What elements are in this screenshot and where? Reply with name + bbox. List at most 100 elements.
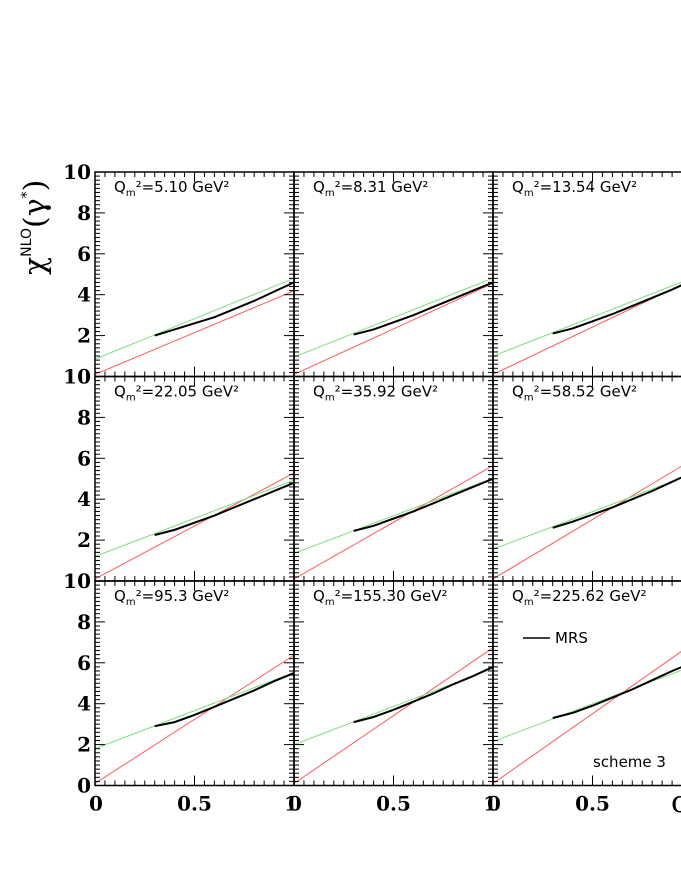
red-line xyxy=(294,282,493,375)
panel-frame xyxy=(94,375,295,582)
panel-title-q: Q xyxy=(512,178,524,196)
y-tick-label: 4 xyxy=(77,283,91,307)
mrs-line xyxy=(552,666,681,719)
panel-title: Qm²=58.52 GeV² xyxy=(512,383,637,404)
panel-3: Qm²=13.54 GeV² xyxy=(492,171,681,378)
panel-frame xyxy=(293,375,494,582)
panel-title-rest: ²=155.30 GeV² xyxy=(335,587,448,605)
y-tick-label: 10 xyxy=(63,365,91,389)
panel-plot-area xyxy=(95,472,294,580)
mrs-line xyxy=(353,281,493,336)
x-tick-label: 0.5 xyxy=(177,792,212,816)
panel-title-sub: m xyxy=(325,597,335,608)
panel-1: Qm²=5.10 GeV² 2 4 6 8 10 xyxy=(63,160,295,378)
y-tick-label: 8 xyxy=(77,405,91,429)
y-tick-label: 6 xyxy=(77,446,91,470)
ylabel-arg-sup: * xyxy=(19,191,35,198)
ylabel-chi: χ xyxy=(18,257,53,275)
panel-plot-area xyxy=(294,647,493,784)
y-tick-label: 10 xyxy=(63,160,91,184)
y-tick-label: 6 xyxy=(77,242,91,266)
panel-title-q: Q xyxy=(114,587,126,605)
scheme-annotation: scheme 3 xyxy=(593,753,666,771)
green-line xyxy=(95,479,294,557)
x-axis-label-fragment: c xyxy=(671,785,681,820)
panel-title-sub: m xyxy=(126,188,136,199)
y-tick-label: 8 xyxy=(77,610,91,634)
mrs-line xyxy=(353,665,493,724)
panel-title-q: Q xyxy=(313,383,325,401)
x-tick-label: 0 xyxy=(89,792,103,816)
panel-title-rest: ²=5.10 GeV² xyxy=(136,178,230,196)
panel-title-rest: ²=8.31 GeV² xyxy=(335,178,429,196)
y-tick-label: 2 xyxy=(77,324,91,348)
panel-title: Qm²=8.31 GeV² xyxy=(313,178,428,199)
panel-title-rest: ²=58.52 GeV² xyxy=(534,383,637,401)
green-line xyxy=(493,477,681,550)
legend-mrs-label: MRS xyxy=(555,629,588,647)
panel-plot-area xyxy=(294,464,493,580)
panel-title-rest: ²=22.05 GeV² xyxy=(136,383,239,401)
green-line xyxy=(294,477,493,554)
red-line xyxy=(294,464,493,580)
mrs-line xyxy=(552,284,681,335)
panel-plot-area xyxy=(493,651,681,784)
panel-title-q: Q xyxy=(512,587,524,605)
y-tick-label: 8 xyxy=(77,201,91,225)
panel-frame xyxy=(94,580,295,787)
ylabel-sup: NLO xyxy=(19,228,35,257)
red-line xyxy=(95,290,294,375)
y-tick-label: 6 xyxy=(77,651,91,675)
y-tick-label: 4 xyxy=(77,692,91,716)
panel-frame xyxy=(293,171,494,378)
panel-4: Qm²=22.05 GeV² 2 4 6 8 10 xyxy=(63,365,295,582)
panel-title: Qm²=22.05 GeV² xyxy=(114,383,239,404)
panel-title: Qm²=13.54 GeV² xyxy=(512,178,637,199)
panel-title: Qm²=95.3 GeV² xyxy=(114,587,229,608)
green-line xyxy=(493,669,681,743)
panel-frame xyxy=(492,171,681,378)
red-line xyxy=(95,472,294,580)
panel-plot-area xyxy=(95,277,294,375)
panel-5: Qm²=35.92 GeV² xyxy=(293,375,494,582)
panel-title-sub: m xyxy=(524,188,534,199)
panel-frame xyxy=(492,375,681,582)
red-line xyxy=(95,654,294,784)
y-tick-label: 2 xyxy=(77,528,91,552)
mrs-line xyxy=(154,281,294,337)
mrs-line xyxy=(154,672,294,728)
mrs-line xyxy=(552,476,681,529)
panel-title-sub: m xyxy=(524,393,534,404)
panel-title: Qm²=155.30 GeV² xyxy=(313,587,448,608)
red-line xyxy=(493,465,681,580)
red-line xyxy=(493,651,681,784)
panel-title: Qm²=225.62 GeV² xyxy=(512,587,647,608)
panel-frame xyxy=(94,171,295,378)
y-tick-label: 2 xyxy=(77,733,91,757)
panel-title-q: Q xyxy=(313,178,325,196)
panel-title-q: Q xyxy=(313,587,325,605)
green-line xyxy=(294,277,493,358)
panel-6: Qm²=58.52 GeV² xyxy=(492,375,681,582)
panel-2: Qm²=8.31 GeV² xyxy=(293,171,494,378)
mrs-line xyxy=(353,477,493,532)
y-tick-label: 10 xyxy=(63,569,91,593)
x-tick-label: 0.5 xyxy=(575,792,610,816)
green-line xyxy=(493,281,681,357)
red-line xyxy=(294,647,493,784)
ylabel-close: ) xyxy=(18,180,53,192)
mrs-line xyxy=(154,481,294,536)
y-tick-label: 4 xyxy=(77,487,91,511)
panel-title: Qm²=5.10 GeV² xyxy=(114,178,229,199)
ylabel-arg: (γ xyxy=(18,198,53,228)
x-tick-label: 0 xyxy=(288,792,302,816)
panel-title-rest: ²=225.62 GeV² xyxy=(534,587,647,605)
panel-title-q: Q xyxy=(114,383,126,401)
x-tick-label: 1 xyxy=(284,792,298,816)
panel-8: Qm²=155.30 GeV² 0 0.5 1 xyxy=(288,580,497,816)
panel-title: Qm²=35.92 GeV² xyxy=(313,383,438,404)
x-tick-label: 0.5 xyxy=(376,792,411,816)
